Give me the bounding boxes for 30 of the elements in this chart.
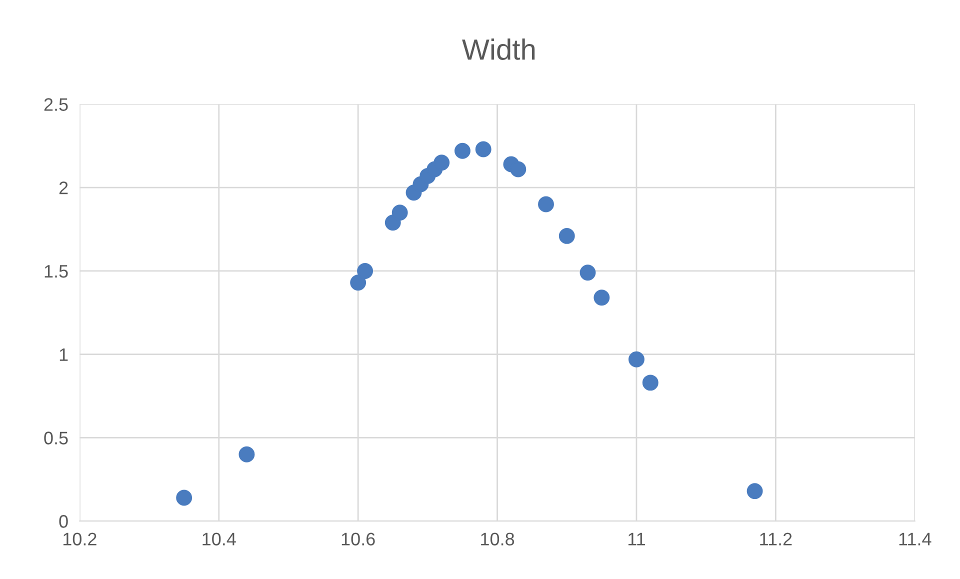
- point: [746, 483, 763, 500]
- y-tick-label: 1: [60, 348, 68, 361]
- point: [392, 204, 408, 221]
- x-tick-label: 10.8: [481, 532, 514, 546]
- point: [580, 264, 596, 281]
- y-tick-label: 0.5: [44, 432, 68, 444]
- point: [628, 351, 644, 368]
- x-tick-label: 10.6: [342, 532, 375, 546]
- point: [642, 374, 658, 391]
- point: [357, 262, 374, 279]
- x-tick-label: 10.2: [63, 532, 96, 546]
- y-tick-label: 0: [59, 515, 68, 528]
- point: [434, 154, 450, 171]
- point: [176, 490, 192, 506]
- y-tick-label: 2.5: [44, 98, 68, 111]
- point: [454, 142, 470, 159]
- point: [558, 228, 575, 244]
- chart-title: Width: [462, 38, 535, 60]
- point: [538, 196, 554, 212]
- y-tick-label: 2: [59, 182, 68, 194]
- x-tick-label: 10.4: [202, 532, 236, 546]
- x-tick-label: 11.4: [899, 532, 932, 546]
- x-tick-label: 11.2: [760, 532, 792, 546]
- point: [475, 141, 492, 158]
- y-tick-label: 1.5: [44, 265, 68, 278]
- point: [350, 274, 366, 291]
- point: [510, 161, 526, 178]
- x-tick-label: 11: [628, 532, 645, 546]
- point: [238, 446, 255, 462]
- point: [594, 290, 610, 306]
